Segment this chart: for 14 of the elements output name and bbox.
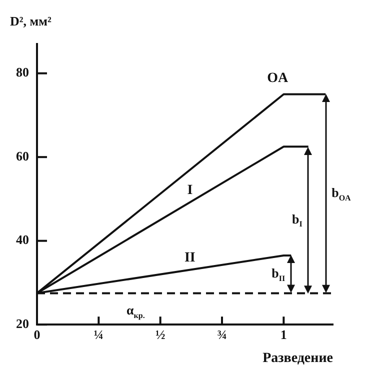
x-tick-label: 1	[280, 326, 287, 342]
series-label: II	[184, 250, 196, 266]
series-label: I	[187, 182, 193, 198]
x-tick-label: ½	[155, 326, 166, 342]
series-label: OA	[267, 70, 290, 86]
y-tick-label: 20	[16, 316, 29, 331]
x-tick-label: 0	[34, 326, 40, 342]
x-tick-label: ¾	[217, 326, 227, 342]
y-tick-label: 60	[16, 148, 29, 164]
y-tick-label: 40	[16, 232, 29, 248]
x-tick-label: ¼	[94, 326, 104, 342]
y-tick-label: 80	[16, 64, 29, 80]
y-axis-title: D², мм²	[10, 13, 52, 28]
x-axis-title: Разведение	[262, 351, 333, 366]
